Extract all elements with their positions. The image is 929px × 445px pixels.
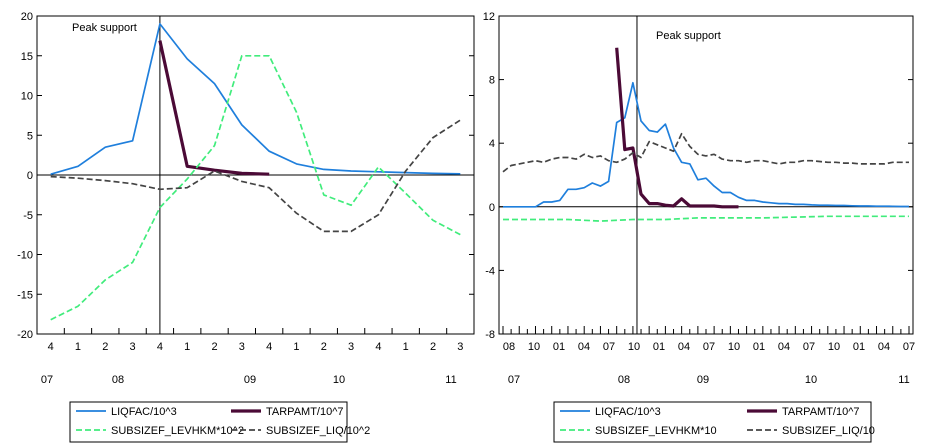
x-tick-label: 2: [430, 341, 436, 353]
legend-label: SUBSIZEF_LEVHKM*10: [595, 425, 717, 437]
x-tick-label: 04: [678, 341, 690, 353]
y-tick-label: -10: [17, 250, 33, 262]
y-tick-label: 0: [27, 170, 33, 182]
x-tick-label: 07: [803, 341, 815, 353]
y-tick-label: -5: [23, 210, 33, 222]
series-line: [503, 215, 909, 222]
year-label: 10: [805, 374, 817, 386]
x-tick-label: 1: [403, 341, 409, 353]
year-label: 11: [445, 374, 456, 386]
x-tick-label: 07: [603, 341, 615, 353]
annotation-label: Peak support: [72, 22, 137, 34]
year-label: 07: [41, 374, 53, 386]
x-tick-label: 10: [628, 341, 640, 353]
y-tick-label: -20: [17, 329, 33, 341]
y-tick-label: 20: [21, 11, 33, 23]
y-tick-label: 15: [21, 51, 33, 63]
year-label: 08: [618, 374, 630, 386]
annotation-label: Peak support: [656, 30, 721, 42]
y-tick-label: 4: [489, 138, 495, 150]
x-tick-label: 08: [503, 341, 515, 353]
legend-label: SUBSIZEF_LIQ/10^2: [266, 425, 370, 437]
x-tick-label: 01: [653, 341, 665, 353]
x-tick-label: 3: [130, 341, 136, 353]
x-tick-label: 01: [753, 341, 765, 353]
y-tick-label: 10: [21, 91, 33, 103]
legend-box: [553, 401, 872, 443]
y-tick-label: 8: [489, 75, 495, 87]
x-tick-label: 04: [578, 341, 590, 353]
series-line: [50, 119, 461, 233]
year-label: 09: [244, 374, 256, 386]
x-tick-label: 07: [903, 341, 915, 353]
legend-label: LIQFAC/10^3: [111, 406, 177, 418]
legend-label: TARPAMT/10^7: [266, 406, 344, 418]
x-tick-label: 2: [102, 341, 108, 353]
x-tick-label: 10: [828, 341, 840, 353]
chart-2: 12 8 4 0 -4 -8 08 10 01 04 07 10 01 04 07 10 01 04 07 10 01 0…: [483, 11, 915, 443]
plot-frame: [498, 15, 914, 335]
y-tick-label: 5: [27, 130, 33, 142]
y-tick-label: -4: [485, 265, 495, 277]
x-tick-label: 10: [528, 341, 540, 353]
x-tick-label: 01: [853, 341, 865, 353]
chart-1: 20 15 10 5 0 -5 -10 -15 -20 4 1 2 3 4 1 2 3 4 1 2 3 4 1 2 3 07 08 0…: [17, 11, 475, 443]
x-tick-label: 07: [703, 341, 715, 353]
x-tick-label: 10: [728, 341, 740, 353]
x-tick-label: 04: [778, 341, 790, 353]
x-tick-label: 2: [321, 341, 327, 353]
legend-box: [69, 401, 348, 443]
year-label: 07: [508, 374, 520, 386]
series-line: [503, 81, 909, 208]
x-tick-label: 3: [457, 341, 463, 353]
x-tick-label: 4: [266, 341, 272, 353]
legend: LIQFAC/10^3 TARPAMT/10^7 SUBSIZEF_LEVHKM*1…: [69, 401, 370, 443]
x-tick-label: 1: [75, 341, 81, 353]
series-line: [50, 23, 461, 176]
year-label: 08: [112, 374, 124, 386]
y-tick-label: 0: [489, 202, 495, 214]
x-tick-label: 4: [375, 341, 381, 353]
x-tick-label: 01: [553, 341, 565, 353]
series-line: [615, 47, 739, 209]
year-label: 11: [898, 374, 909, 386]
x-tick-label: 3: [348, 341, 354, 353]
y-tick-label: 12: [483, 11, 495, 23]
y-tick-label: -8: [485, 329, 495, 341]
x-tick-label: 1: [293, 341, 299, 353]
x-tick-label: 2: [211, 341, 217, 353]
series-line: [158, 40, 270, 176]
series-line: [50, 54, 461, 321]
x-tick-label: 4: [48, 341, 54, 353]
legend-label: SUBSIZEF_LEVHKM*10^2: [111, 425, 244, 437]
year-label: 09: [697, 374, 709, 386]
series-line: [502, 132, 909, 173]
legend: LIQFAC/10^3 TARPAMT/10^7 SUBSIZEF_LEVHKM*1…: [553, 401, 875, 443]
x-tick-label: 4: [157, 341, 163, 353]
x-tick-label: 04: [878, 341, 890, 353]
legend-label: LIQFAC/10^3: [595, 406, 661, 418]
year-label: 10: [333, 374, 345, 386]
y-tick-label: -15: [17, 289, 33, 301]
legend-label: TARPAMT/10^7: [782, 406, 860, 418]
x-tick-label: 1: [184, 341, 190, 353]
x-tick-label: 3: [239, 341, 245, 353]
legend-label: SUBSIZEF_LIQ/10: [782, 425, 875, 437]
